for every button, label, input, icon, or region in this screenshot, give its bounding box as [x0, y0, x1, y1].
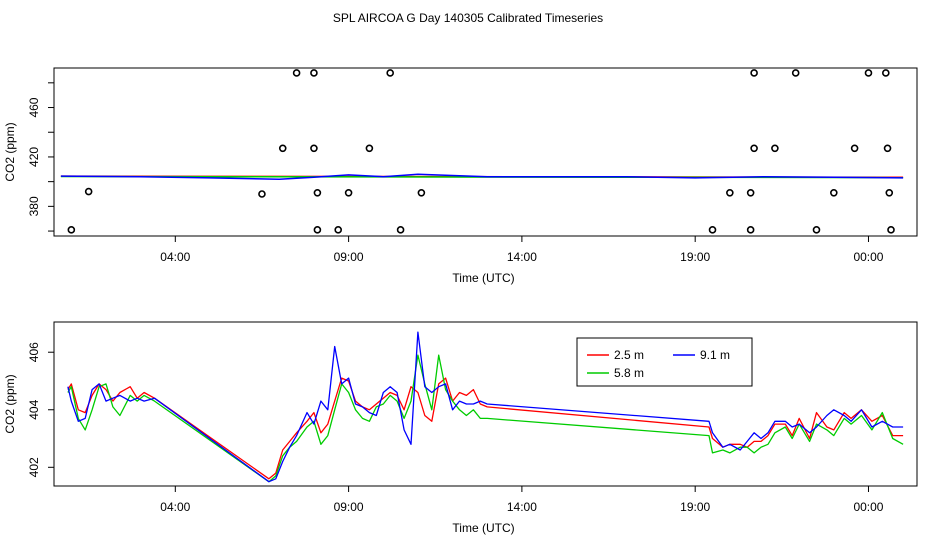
legend: 2.5 m 9.1 m 5.8 m: [576, 337, 753, 387]
legend-label: 2.5 m: [614, 348, 644, 362]
data-point: [292, 69, 301, 77]
x-axis-label: Time (UTC): [452, 521, 514, 535]
x-tick-label: 00:00: [853, 500, 883, 514]
data-point: [313, 226, 322, 234]
data-point: [310, 69, 318, 77]
data-point: [882, 69, 890, 77]
data-point: [344, 188, 353, 197]
legend-box: [576, 337, 753, 387]
data-layer: [60, 69, 904, 234]
data-point: [812, 226, 821, 234]
data-point: [278, 144, 287, 153]
data-point: [885, 188, 894, 197]
x-tick-label: 04:00: [160, 500, 190, 514]
x-tick-label: 14:00: [507, 500, 537, 514]
data-point: [771, 144, 779, 153]
x-tick-label: 00:00: [853, 250, 883, 264]
data-point: [746, 188, 755, 197]
data-point: [791, 69, 800, 77]
data-point: [334, 226, 343, 234]
y-tick-label: 380: [27, 196, 41, 216]
data-point: [417, 188, 426, 197]
x-tick-label: 19:00: [680, 500, 710, 514]
y-tick-label: 460: [27, 97, 41, 117]
series-line-2-5-m: [67, 377, 904, 480]
data-point: [310, 144, 318, 153]
data-point: [750, 69, 758, 77]
data-point: [830, 188, 838, 197]
x-axis-label: Time (UTC): [452, 271, 514, 285]
data-point: [887, 226, 895, 234]
series-line-9-1-m: [60, 173, 904, 180]
x-tick-label: 04:00: [160, 250, 190, 264]
data-point: [883, 144, 892, 153]
chart-title: SPL AIRCOA G Day 140305 Calibrated Times…: [333, 11, 603, 25]
series-line-5-8-m: [67, 354, 904, 483]
plot-top: 04:00 09:00 14:00 19:00 00:00 Time (UTC) 380 42…: [3, 67, 918, 285]
legend-label: 5.8 m: [614, 366, 644, 380]
data-point: [708, 226, 717, 234]
y-tick-label: 420: [27, 147, 41, 167]
data-point: [365, 144, 374, 153]
data-point: [258, 190, 266, 198]
y-tick-label: 406: [27, 342, 41, 362]
data-layer: [67, 331, 904, 483]
data-point: [850, 144, 859, 153]
data-point: [84, 187, 93, 196]
x-tick-label: 09:00: [334, 250, 364, 264]
data-point: [864, 69, 873, 77]
x-tick-label: 09:00: [334, 500, 364, 514]
plot-frame: [53, 67, 918, 237]
y-tick-label: 404: [27, 399, 41, 419]
data-point: [746, 226, 755, 234]
plot-bottom: 04:00 09:00 14:00 19:00 00:00 Time (UTC) 402 40…: [3, 321, 918, 535]
data-point: [726, 188, 734, 197]
y-tick-label: 402: [27, 457, 41, 477]
series-line-9-1-m: [67, 331, 904, 483]
data-point: [67, 226, 76, 234]
data-point: [313, 188, 322, 197]
data-point: [386, 69, 394, 77]
y-axis-label: CO2 (ppm): [3, 122, 17, 181]
y-axis-label: CO2 (ppm): [3, 374, 17, 433]
plot-frame: [53, 321, 918, 487]
x-tick-label: 19:00: [680, 250, 710, 264]
x-tick-label: 14:00: [507, 250, 537, 264]
legend-label: 9.1 m: [700, 348, 730, 362]
data-point: [396, 226, 405, 234]
data-point: [750, 144, 758, 153]
